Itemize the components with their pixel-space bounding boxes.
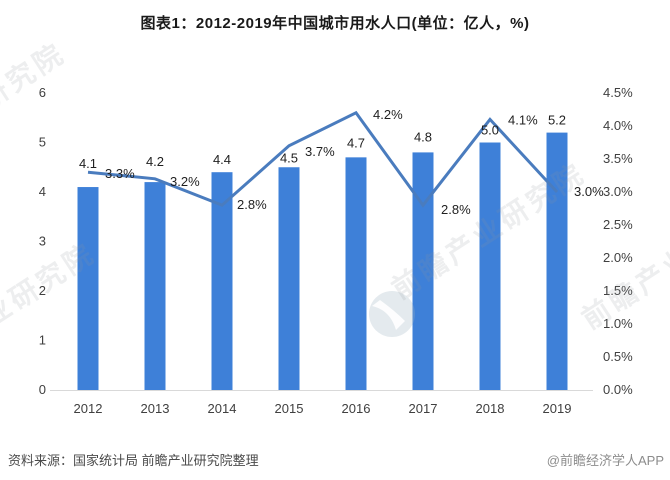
right-axis-tick: 1.0% — [603, 316, 633, 331]
bar-value-label: 4.1 — [79, 156, 97, 171]
left-axis-tick: 5 — [39, 135, 46, 150]
x-axis-label: 2016 — [342, 401, 371, 416]
bar-2017 — [412, 152, 434, 390]
bar-value-label: 5.2 — [548, 113, 566, 128]
line-value-label: 4.2% — [373, 107, 403, 122]
growth-rate-line — [87, 110, 559, 208]
line-value-label: 2.8% — [237, 197, 267, 212]
right-axis-tick: 1.5% — [603, 283, 633, 298]
line-value-label: 3.7% — [305, 144, 335, 159]
watermark-text: 前瞻产业研究院 — [0, 36, 71, 185]
line-value-label: 3.0% — [574, 184, 604, 199]
bar-value-label: 5.0 — [481, 123, 499, 138]
bar-2015 — [278, 167, 300, 390]
right-axis-tick: 0.0% — [603, 382, 633, 397]
left-axis-tick: 4 — [39, 184, 46, 199]
x-axis-label: 2019 — [543, 401, 572, 416]
right-axis-tick: 0.5% — [603, 349, 633, 364]
right-axis-tick: 3.5% — [603, 151, 633, 166]
credit-note: @前瞻经济学人APP — [546, 453, 664, 468]
bar-value-label: 4.8 — [414, 129, 432, 144]
source-note: 资料来源：国家统计局 前瞻产业研究院整理 — [8, 453, 259, 468]
right-axis-tick: 3.0% — [603, 184, 633, 199]
bar-value-label: 4.2 — [146, 154, 164, 169]
right-axis-tick: 4.5% — [603, 85, 633, 100]
left-axis-tick: 0 — [39, 382, 46, 397]
line-value-label: 4.1% — [508, 112, 538, 127]
line-value-label: 3.2% — [170, 174, 200, 189]
bar-value-label: 4.4 — [213, 152, 231, 167]
line-value-label: 3.3% — [105, 166, 135, 181]
x-axis-label: 2012 — [74, 401, 103, 416]
right-axis-tick: 2.5% — [603, 217, 633, 232]
line-value-label: 2.8% — [441, 202, 471, 217]
bar-2013 — [144, 182, 166, 390]
right-axis-tick: 4.0% — [603, 118, 633, 133]
x-axis-label: 2013 — [141, 401, 170, 416]
x-axis-label: 2018 — [476, 401, 505, 416]
bar-value-label: 4.7 — [347, 135, 365, 150]
bar-2014 — [211, 172, 233, 390]
watermark: 前瞻产业研究院 — [0, 36, 71, 185]
right-axis-tick: 2.0% — [603, 250, 633, 265]
watermark-logo-swoosh — [372, 300, 405, 330]
x-axis-label: 2014 — [208, 401, 237, 416]
bar-2016 — [345, 157, 367, 390]
bar-value-label: 4.5 — [280, 150, 298, 165]
x-axis-label: 2015 — [275, 401, 304, 416]
page-title: 图表1：2012-2019年中国城市用水人口(单位：亿人，%) — [140, 15, 530, 32]
left-axis-tick: 6 — [39, 85, 46, 100]
watermark-logo — [369, 291, 415, 337]
left-axis-tick: 3 — [39, 234, 46, 249]
bar-2012 — [77, 187, 99, 390]
x-axis-label: 2017 — [409, 401, 438, 416]
watermark: 前瞻产业研究院 — [369, 156, 591, 337]
left-axis-tick: 1 — [39, 333, 46, 348]
bar-2018 — [479, 142, 501, 390]
bar-2019 — [546, 132, 568, 390]
left-axis-tick: 2 — [39, 283, 46, 298]
